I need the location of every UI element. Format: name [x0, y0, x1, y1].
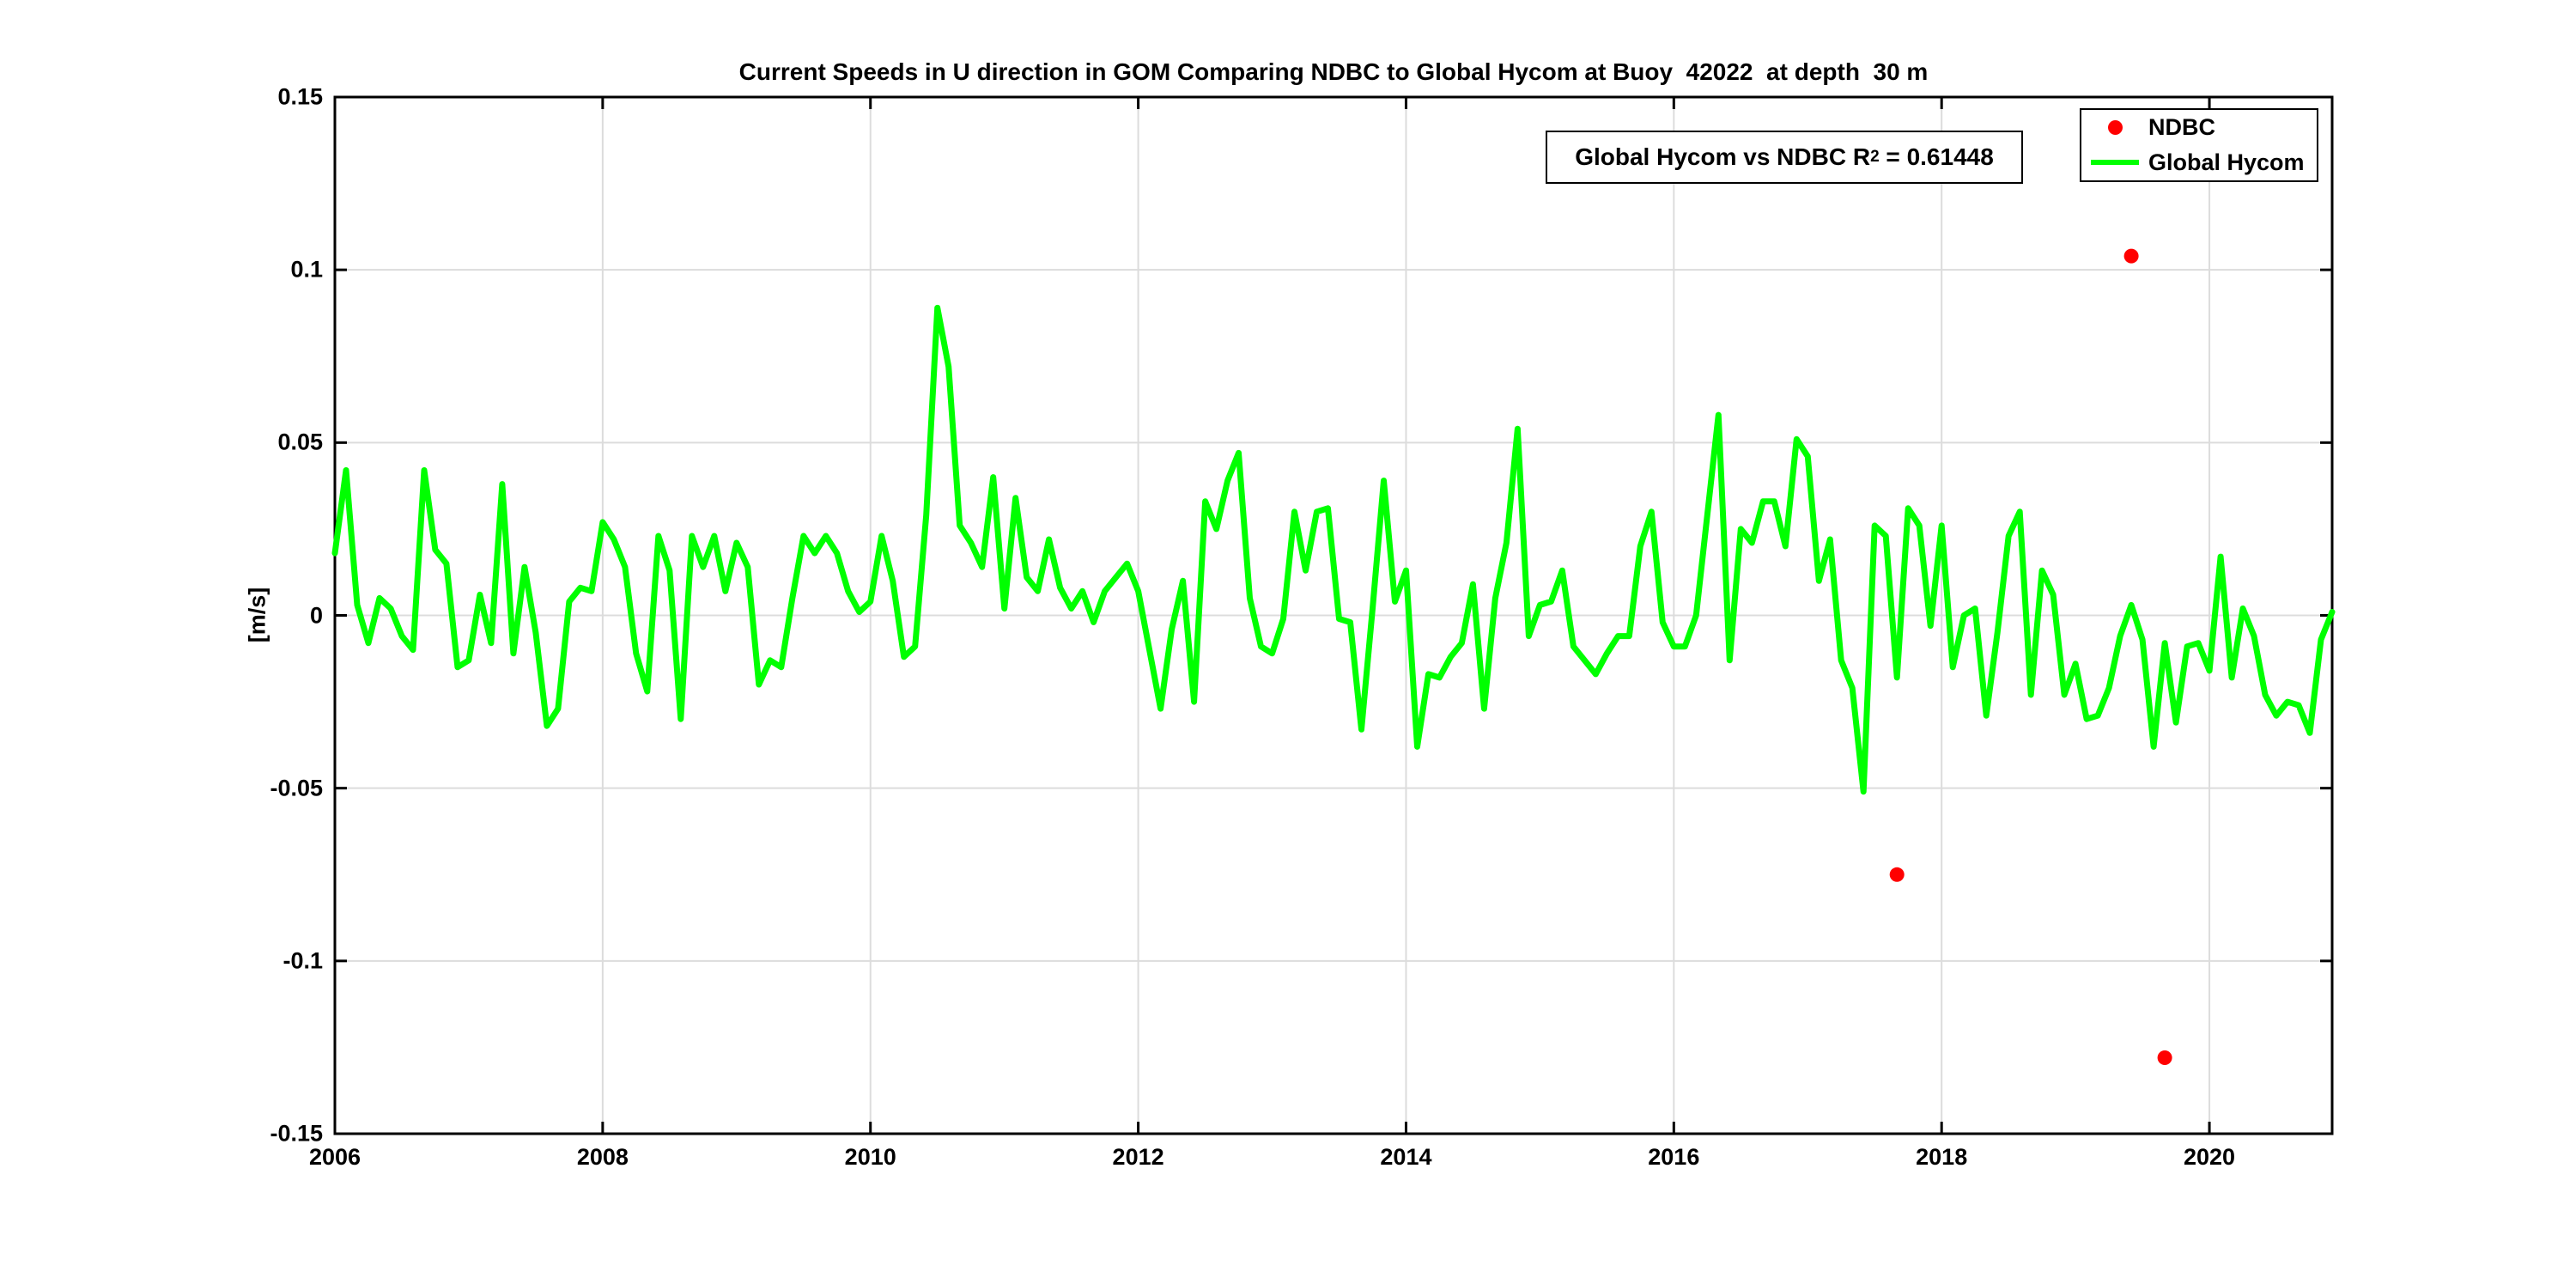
y-tick-label: 0.15	[277, 83, 323, 110]
y-tick-label: 0.1	[290, 256, 323, 283]
annotation-prefix: Global Hycom vs NDBC R	[1575, 143, 1871, 170]
annotation-superscript: 2	[1870, 148, 1880, 166]
ndbc-data-point	[2157, 1050, 2172, 1065]
y-tick-label: -0.1	[283, 947, 323, 974]
x-tick-label: 2014	[1380, 1144, 1432, 1170]
x-tick-label: 2006	[308, 1144, 361, 1170]
annotation-suffix: = 0.61448	[1879, 143, 1994, 170]
x-tick-label: 2012	[1112, 1144, 1164, 1170]
y-axis-label: [m/s]	[244, 587, 270, 643]
legend-item-global-hycom: Global Hycom	[2081, 145, 2317, 180]
legend-item-ndbc: NDBC	[2081, 111, 2317, 145]
y-tick-label: 0.05	[277, 429, 323, 455]
legend: NDBC Global Hycom	[2080, 108, 2318, 182]
x-tick-label: 2008	[576, 1144, 629, 1170]
x-tick-label: 2010	[844, 1144, 896, 1170]
global-hycom-line	[331, 304, 2336, 795]
chart-title: Current Speeds in U direction in GOM Com…	[738, 58, 1929, 85]
ndbc-data-point	[1889, 867, 1905, 882]
x-tick-label: 2018	[1916, 1144, 1968, 1170]
ndbc-marker-icon	[2081, 120, 2148, 136]
ndbc-data-point	[2123, 248, 2139, 264]
legend-label-ndbc: NDBC	[2148, 114, 2215, 141]
y-tick-label: -0.15	[270, 1120, 323, 1147]
y-tick-label: 0	[309, 602, 323, 628]
x-tick-label: 2020	[2184, 1144, 2236, 1170]
global-hycom-marker-icon	[2081, 160, 2148, 166]
y-tick-label: -0.05	[270, 775, 323, 801]
x-tick-label: 2016	[1648, 1144, 1700, 1170]
legend-label-global-hycom: Global Hycom	[2148, 149, 2305, 175]
